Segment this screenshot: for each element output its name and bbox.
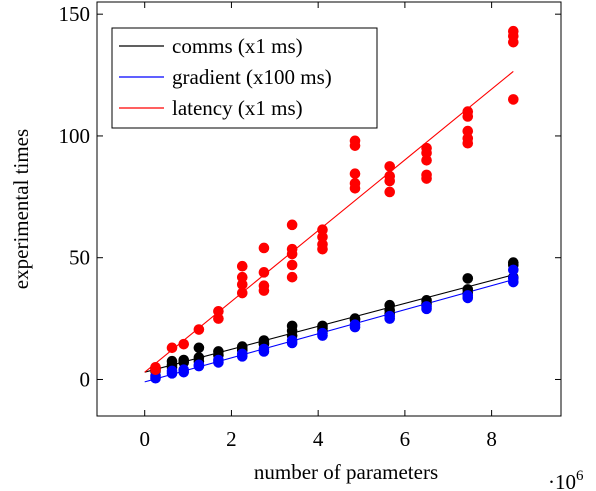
data-point xyxy=(507,276,519,288)
y-tick-label: 150 xyxy=(59,2,91,26)
x-tick-label: 8 xyxy=(486,427,497,451)
data-point xyxy=(236,287,248,299)
data-point xyxy=(384,313,396,324)
data-point xyxy=(317,243,328,255)
y-tick-label: 100 xyxy=(59,124,91,148)
legend-label-0: comms (x1 ms) xyxy=(172,34,303,58)
data-point xyxy=(286,248,298,260)
y-axis-label: experimental times xyxy=(9,129,33,289)
data-point xyxy=(286,219,298,231)
data-point xyxy=(193,342,205,354)
data-point xyxy=(258,267,270,278)
legend-box xyxy=(111,27,378,129)
fit-line-1 xyxy=(144,279,514,383)
x-scale-exponent: 6 xyxy=(576,468,584,484)
data-point xyxy=(258,242,270,254)
y-tick-label: 0 xyxy=(80,367,91,391)
data-point xyxy=(462,125,474,137)
data-point xyxy=(236,351,248,362)
axis-ticks: 0 2 4 6 8 0 50 100 150 xyxy=(59,2,561,451)
legend: comms (x1 ms) gradient (x100 ms) latency (… xyxy=(111,27,378,129)
x-tick-label: 6 xyxy=(400,427,411,451)
data-point xyxy=(507,264,519,276)
data-point xyxy=(421,303,432,315)
data-point xyxy=(349,140,361,151)
data-point xyxy=(462,111,474,122)
y-tick-label: 50 xyxy=(69,246,90,270)
fit-line-0 xyxy=(144,274,514,373)
data-point xyxy=(384,186,396,198)
x-tick-label: 4 xyxy=(313,427,324,451)
fit-line-2 xyxy=(144,70,514,373)
data-point xyxy=(213,313,224,324)
legend-label-1: gradient (x100 ms) xyxy=(172,65,332,89)
data-point xyxy=(421,147,432,159)
data-point xyxy=(178,357,190,368)
data-point xyxy=(213,305,224,317)
data-point xyxy=(178,338,190,350)
data-point xyxy=(507,94,519,105)
data-point xyxy=(507,36,519,48)
data-point xyxy=(317,224,328,235)
data-point xyxy=(236,279,248,290)
data-point xyxy=(213,357,224,368)
data-point xyxy=(286,271,298,283)
data-point xyxy=(349,168,361,179)
x-scale-multiplier: ·106 xyxy=(548,468,584,491)
data-point xyxy=(421,154,432,166)
x-scale-base: ·10 xyxy=(548,470,576,491)
legend-label-2: latency (x1 ms) xyxy=(172,96,303,120)
data-point xyxy=(317,231,328,243)
data-point xyxy=(462,273,474,284)
data-point xyxy=(166,342,178,354)
data-point xyxy=(462,292,474,304)
data-point xyxy=(258,285,270,296)
data-point xyxy=(349,183,361,194)
plot-frame xyxy=(96,1,562,417)
x-tick-label: 0 xyxy=(139,427,150,451)
data-point xyxy=(236,271,248,283)
data-point xyxy=(317,330,328,341)
data-point xyxy=(150,372,161,384)
data-point xyxy=(258,346,270,357)
data-point xyxy=(178,366,190,378)
data-points xyxy=(150,25,519,384)
data-point xyxy=(286,259,298,271)
data-point xyxy=(236,260,248,272)
data-point xyxy=(150,364,161,376)
data-point xyxy=(462,137,474,149)
data-point xyxy=(421,173,432,184)
x-axis-label: number of parameters xyxy=(254,460,438,484)
data-point xyxy=(349,321,361,333)
data-point xyxy=(384,175,396,187)
x-tick-label: 2 xyxy=(226,427,237,451)
data-point xyxy=(384,161,396,172)
fit-lines xyxy=(144,70,514,383)
data-point xyxy=(286,337,298,349)
data-point xyxy=(193,324,205,335)
data-point xyxy=(166,368,178,379)
data-point xyxy=(193,360,205,372)
